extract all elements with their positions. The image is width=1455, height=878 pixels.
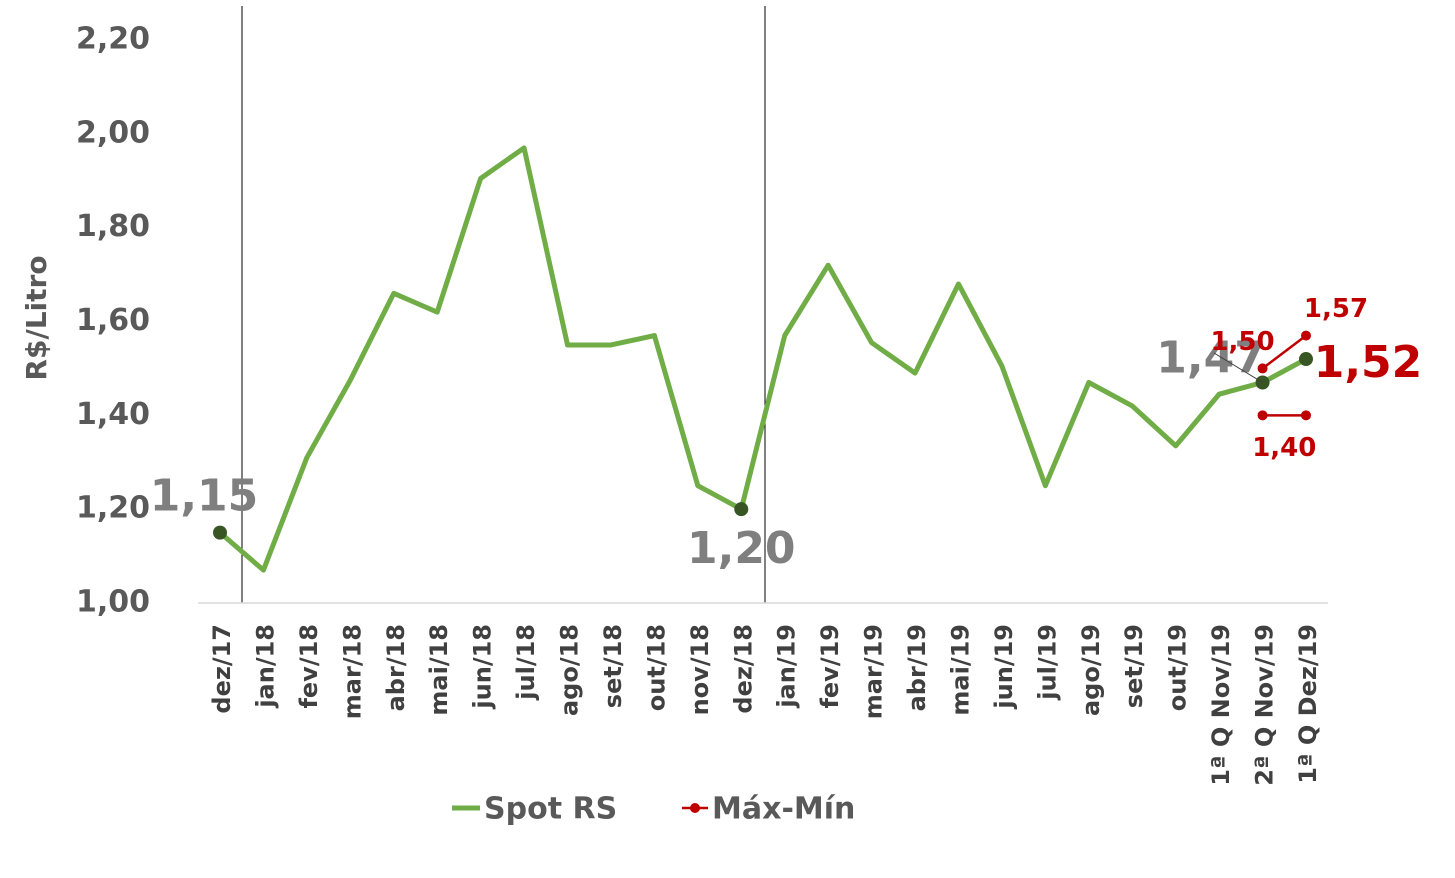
leader [1213, 352, 1263, 383]
x-tick-label: 1ª Q Dez/19 [1294, 624, 1322, 784]
y-axis-label: R$/Litro [20, 255, 53, 380]
point [213, 525, 227, 540]
x-tick-label: nov/18 [686, 624, 714, 715]
x-tick-label: jul/19 [1033, 624, 1061, 701]
x-tick-label: abr/19 [903, 624, 931, 711]
data-label: 1,47 [1156, 332, 1265, 383]
y-tick-label: 1,40 [76, 397, 150, 432]
x-tick-label: jan/19 [773, 624, 801, 709]
x-tick-label: set/18 [599, 624, 627, 708]
data-label: 1,15 [150, 471, 259, 522]
min-point [1257, 410, 1268, 421]
x-tick-label: mar/19 [860, 624, 888, 719]
y-tick-label: 1,60 [76, 303, 150, 338]
max-point [1301, 330, 1311, 341]
legend-label: Spot RS [484, 792, 617, 827]
y-tick-label: 1,80 [76, 209, 150, 244]
x-tick-label: mar/18 [338, 624, 366, 719]
max-line [1261, 334, 1307, 370]
x-tick-label: set/19 [1120, 624, 1148, 708]
legend-swatch [690, 803, 700, 813]
line [218, 145, 1308, 573]
y-tick-label: 2,00 [76, 115, 150, 150]
max-point [1257, 363, 1268, 374]
data-label: 1,57 [1304, 294, 1368, 324]
x-tick-label: ago/18 [556, 624, 584, 716]
x-tick-label: mai/18 [425, 624, 453, 716]
point [734, 502, 749, 517]
x-tick-label: out/18 [642, 624, 670, 711]
x-tick-label: ago/19 [1077, 624, 1105, 716]
x-tick-label: jun/18 [469, 624, 497, 710]
x-tick-label: fev/18 [295, 624, 323, 709]
x-tick-label: dez/18 [729, 624, 757, 714]
x-tick-label: jul/18 [512, 624, 540, 701]
data-label: 1,50 [1210, 327, 1274, 357]
y-tick-label: 2,20 [76, 22, 150, 57]
x-tick-label: jun/19 [990, 624, 1018, 710]
x-tick-label: abr/18 [382, 624, 410, 711]
x-tick-label: mai/19 [946, 624, 974, 716]
x-tick-label: 2ª Q Nov/19 [1251, 624, 1279, 786]
x-tick-label: fev/19 [816, 624, 844, 709]
y-tick-label: 1,00 [76, 585, 150, 620]
x-tick-label: dez/17 [208, 624, 236, 714]
x-tick-label: out/19 [1164, 624, 1192, 711]
legend-label: Máx-Mín [712, 792, 855, 827]
data-label: 1,40 [1252, 433, 1316, 463]
min-point [1301, 410, 1311, 421]
point [1299, 352, 1313, 367]
data-label: 1,52 [1314, 337, 1423, 388]
x-tick-label: jan/18 [251, 624, 279, 709]
data-label: 1,20 [687, 523, 796, 574]
x-tick-label: 1ª Q Nov/19 [1207, 624, 1235, 786]
y-tick-label: 1,20 [76, 491, 150, 526]
